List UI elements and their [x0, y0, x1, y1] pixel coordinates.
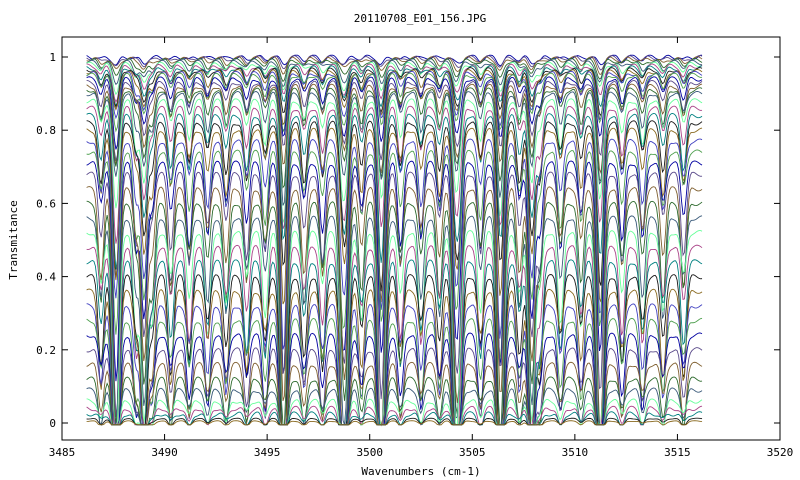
x-tick-label: 3495 — [254, 446, 281, 459]
series-line — [86, 138, 703, 350]
series-line — [86, 230, 703, 426]
y-tick-label: 0.2 — [36, 344, 56, 357]
series-line — [86, 58, 703, 83]
series-line — [86, 347, 703, 426]
series-line — [86, 160, 703, 382]
y-tick-label: 0.4 — [36, 271, 56, 284]
series-group — [86, 54, 703, 427]
y-tick-label: 0.6 — [36, 197, 56, 210]
series-line — [86, 59, 703, 88]
x-axis-ticks: 3485 3490 3495 3500 3505 3510 3515 3520 — [49, 37, 794, 459]
plot-frame — [61, 36, 781, 441]
series-line — [86, 56, 703, 75]
series-line — [86, 79, 703, 162]
series-line — [86, 90, 703, 206]
y-axis-ticks: 0 0.2 0.4 0.6 0.8 1 — [36, 51, 780, 430]
chart-title: 20110708_E01_156.JPG — [354, 12, 486, 25]
x-tick-label: 3520 — [767, 446, 794, 459]
series-line — [86, 149, 703, 373]
x-tick-label: 3485 — [49, 446, 76, 459]
series-line — [86, 171, 703, 417]
series-line — [86, 127, 703, 305]
series-line — [86, 420, 703, 426]
y-tick-label: 0.8 — [36, 124, 56, 137]
y-tick-label: 0 — [49, 417, 56, 430]
series-line — [86, 69, 703, 126]
x-tick-label: 3515 — [664, 446, 691, 459]
series-line — [86, 120, 703, 292]
x-tick-label: 3510 — [562, 446, 589, 459]
series-line — [86, 70, 703, 133]
x-tick-label: 3505 — [459, 446, 486, 459]
x-tick-label: 3490 — [151, 446, 178, 459]
series-line — [86, 72, 703, 133]
series-line — [86, 98, 703, 223]
x-axis-label: Wavenumbers (cm-1) — [361, 465, 480, 478]
y-tick-label: 1 — [49, 51, 56, 64]
y-axis-label: Transmitance — [7, 200, 20, 279]
x-tick-label: 3500 — [356, 446, 383, 459]
series-line — [86, 112, 703, 270]
